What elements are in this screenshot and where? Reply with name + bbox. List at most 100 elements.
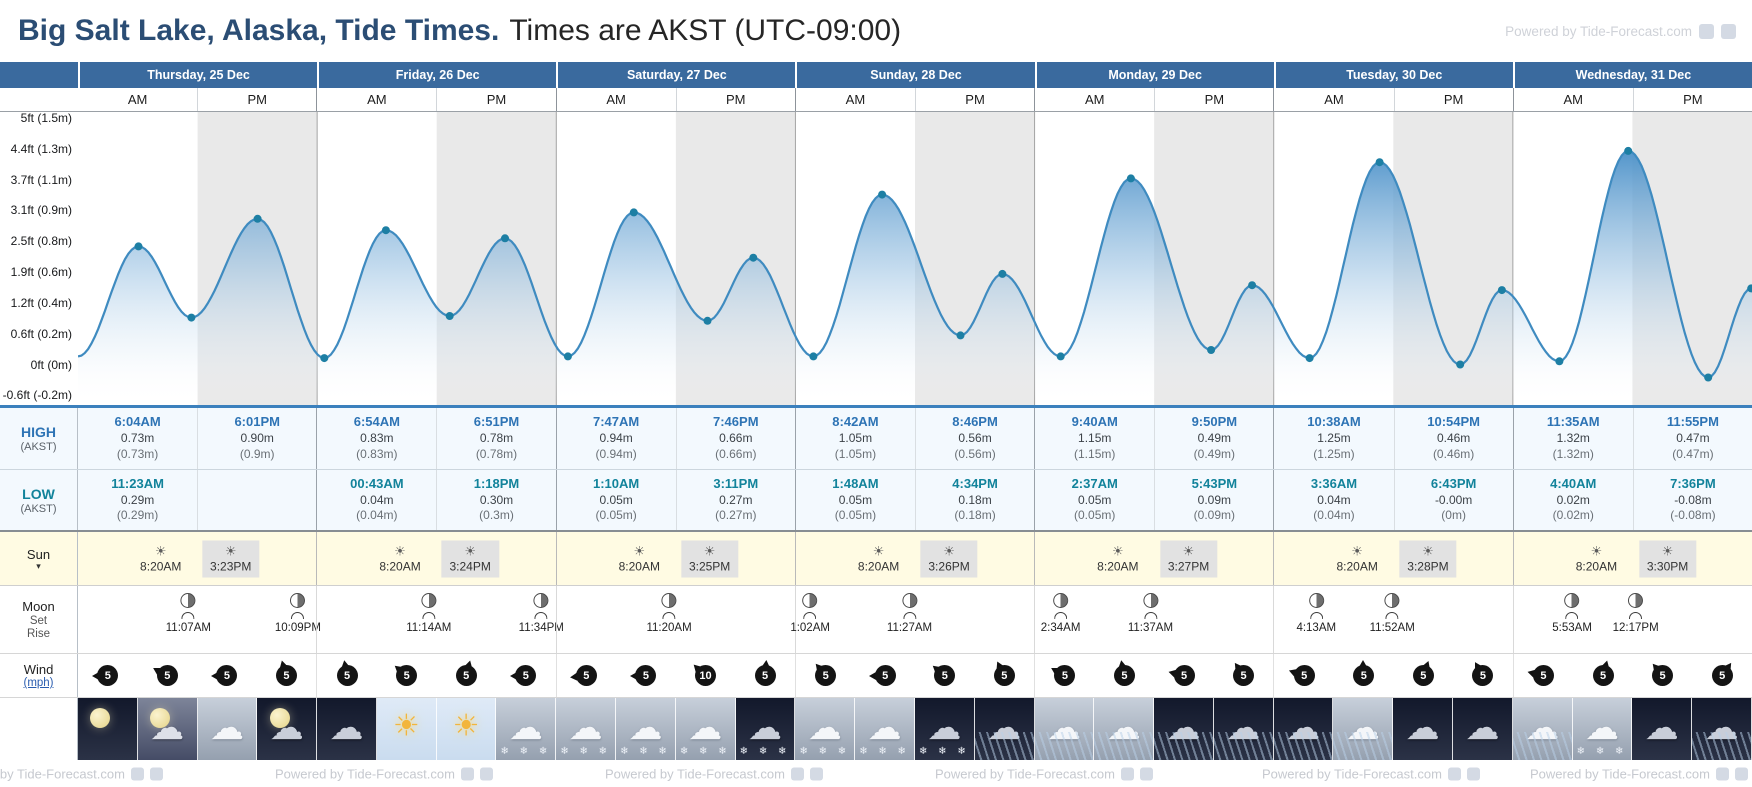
moon-event-time: 4:13AM xyxy=(1296,622,1337,634)
wind-speed-badge: 5 xyxy=(1233,665,1255,686)
wind-indicator: 5 xyxy=(450,660,482,692)
share-icon[interactable] xyxy=(1466,767,1480,781)
snowflakes-icon: ❄ ❄ ❄ xyxy=(739,746,791,757)
high-half: 8:42AM 1.05m (1.05m) xyxy=(796,408,915,469)
camera-icon[interactable] xyxy=(130,767,144,781)
low-label: LOW xyxy=(22,485,55,502)
high-height-m2: (0.47m) xyxy=(1672,446,1714,461)
moon-phase-icon xyxy=(661,593,677,608)
low-time: 7:36PM xyxy=(1670,475,1716,491)
axis-tick-label: 0.6ft (0.2m) xyxy=(10,326,72,341)
low-time: 2:37AM xyxy=(1071,475,1118,491)
y-axis: 5ft (1.5m) 4.4ft (1.3m) 3.7ft (1.1m) 3.1ft … xyxy=(0,112,78,405)
weather-tile: ☁ ❄ ❄ ❄ xyxy=(496,698,557,760)
wind-speed-badge: 5 xyxy=(156,665,178,686)
high-tide-cell: 6:04AM 0.73m (0.73m) xyxy=(78,408,197,469)
sunset-marker: ☀ 3:30PM xyxy=(1638,540,1697,577)
share-icon[interactable] xyxy=(479,767,493,781)
location-title: Big Salt Lake, Alaska, Tide Times. xyxy=(18,14,500,47)
axis-tick-label: 1.2ft (0.4m) xyxy=(10,295,72,310)
low-row-label: LOW (AKST) xyxy=(0,470,78,530)
camera-icon[interactable] xyxy=(1699,23,1714,39)
high-height-m: 0.47m xyxy=(1676,431,1710,446)
ampm-day: AM PM xyxy=(316,88,555,111)
sunset-time: 3:27PM xyxy=(1167,559,1210,573)
moon-event-time: 12:17PM xyxy=(1612,622,1659,634)
low-height-m: 0.18m xyxy=(958,492,992,507)
moon-rise-set-arc-icon xyxy=(422,612,436,619)
low-height-m: 0.27m xyxy=(719,492,753,507)
wind-day: 5 5 5 5 xyxy=(316,654,555,697)
camera-icon[interactable] xyxy=(790,767,804,781)
low-day: 2:37AM 0.05m (0.05m) 5:43PM 0.09m (0.09m) xyxy=(1034,470,1273,530)
wind-indicator: 5 xyxy=(211,660,243,692)
wind-day: 5 5 5 5 xyxy=(1512,654,1752,697)
high-tide-dot xyxy=(1747,284,1752,293)
low-half: 4:40AM 0.02m (0.02m) xyxy=(1514,470,1633,530)
camera-icon[interactable] xyxy=(1715,767,1729,781)
high-time: 6:54AM xyxy=(353,414,400,430)
sun-row-label: Sun ▾ xyxy=(0,532,78,585)
sunset-marker: ☀ 3:23PM xyxy=(202,540,260,577)
low-height-m2: (0.05m) xyxy=(1074,508,1116,523)
low-day: 1:10AM 0.05m (0.05m) 3:11PM 0.27m (0.27m) xyxy=(555,470,795,530)
wind-unit-link[interactable]: (mph) xyxy=(23,677,54,689)
camera-icon[interactable] xyxy=(460,767,474,781)
high-tide-dot xyxy=(501,234,509,243)
wind-day: 5 5 10 5 xyxy=(555,654,795,697)
cloud-icon: ☁ xyxy=(1585,708,1620,747)
moon-event: 11:27AM xyxy=(887,593,932,634)
high-tide-dot xyxy=(629,208,638,217)
weather-tile: ☁ xyxy=(1034,698,1095,760)
low-height-m2: (0.18m) xyxy=(954,508,996,523)
wind-indicator: 5 xyxy=(1288,660,1320,692)
high-half: 9:50PM 0.49m (0.49m) xyxy=(1154,408,1273,469)
moon-event: 10:09PM xyxy=(275,593,321,634)
wind-speed-badge: 5 xyxy=(1353,665,1375,686)
weather-tile: ☁ ❄ ❄ ❄ xyxy=(735,698,796,760)
high-half: 6:01PM 0.90m (0.9m) xyxy=(197,408,316,469)
sunrise-marker: ☀ 8:20AM xyxy=(371,540,428,577)
moon-event: 11:07AM xyxy=(166,593,211,634)
rain-overlay-icon xyxy=(1154,732,1213,760)
moon-phase-icon xyxy=(1142,593,1158,608)
ampm-corner xyxy=(0,88,78,111)
high-height-m: 1.15m xyxy=(1078,431,1112,446)
weather-tile: ☁ xyxy=(1512,698,1573,760)
ampm-cell: AM xyxy=(557,88,676,111)
camera-icon[interactable] xyxy=(1447,767,1461,781)
high-tide-cell: 7:46PM 0.66m (0.66m) xyxy=(677,408,795,469)
low-day: 11:23AM 0.29m (0.29m) xyxy=(78,470,316,530)
wind-speed-badge: 5 xyxy=(1711,665,1733,686)
cloud-icon: ☁ xyxy=(867,708,902,747)
high-time: 6:04AM xyxy=(114,414,161,430)
moon-day: 11:14AM 11:34PM xyxy=(316,586,564,653)
page-title: Big Salt Lake, Alaska, Tide Times. Times … xyxy=(18,14,901,48)
share-icon[interactable] xyxy=(1139,767,1153,781)
wind-speed-badge: 5 xyxy=(1293,665,1315,686)
low-tide-cell: 4:40AM 0.02m (0.02m) xyxy=(1514,470,1633,530)
share-icon[interactable] xyxy=(1721,23,1736,39)
ampm-label: PM xyxy=(1683,92,1703,107)
sunrise-icon: ☀ xyxy=(633,543,646,558)
ampm-cell: AM xyxy=(317,88,436,111)
share-icon[interactable] xyxy=(1734,767,1748,781)
wind-indicator: 5 xyxy=(1587,660,1619,692)
watermark: Powered by Tide-Forecast.com xyxy=(605,767,823,782)
high-tide-cell: 6:54AM 0.83m (0.83m) xyxy=(317,408,436,469)
moon-event-time: 11:37AM xyxy=(1127,622,1174,634)
wind-speed-badge: 5 xyxy=(874,665,896,686)
moon-phase-icon xyxy=(180,593,196,608)
camera-icon[interactable] xyxy=(1120,767,1134,781)
low-height-m2: (0.27m) xyxy=(715,508,757,523)
wind-indicator: 5 xyxy=(331,660,363,692)
sun-collapse-caret-icon[interactable]: ▾ xyxy=(36,560,41,571)
high-height-m: 0.73m xyxy=(120,431,155,446)
rain-overlay-icon xyxy=(1512,732,1572,760)
low-tide-cell: 3:11PM 0.27m (0.27m) xyxy=(677,470,795,530)
high-height-m: 0.66m xyxy=(719,431,753,446)
share-icon[interactable] xyxy=(149,767,163,781)
share-icon[interactable] xyxy=(809,767,823,781)
weather-tile: ☁ xyxy=(1094,698,1155,760)
